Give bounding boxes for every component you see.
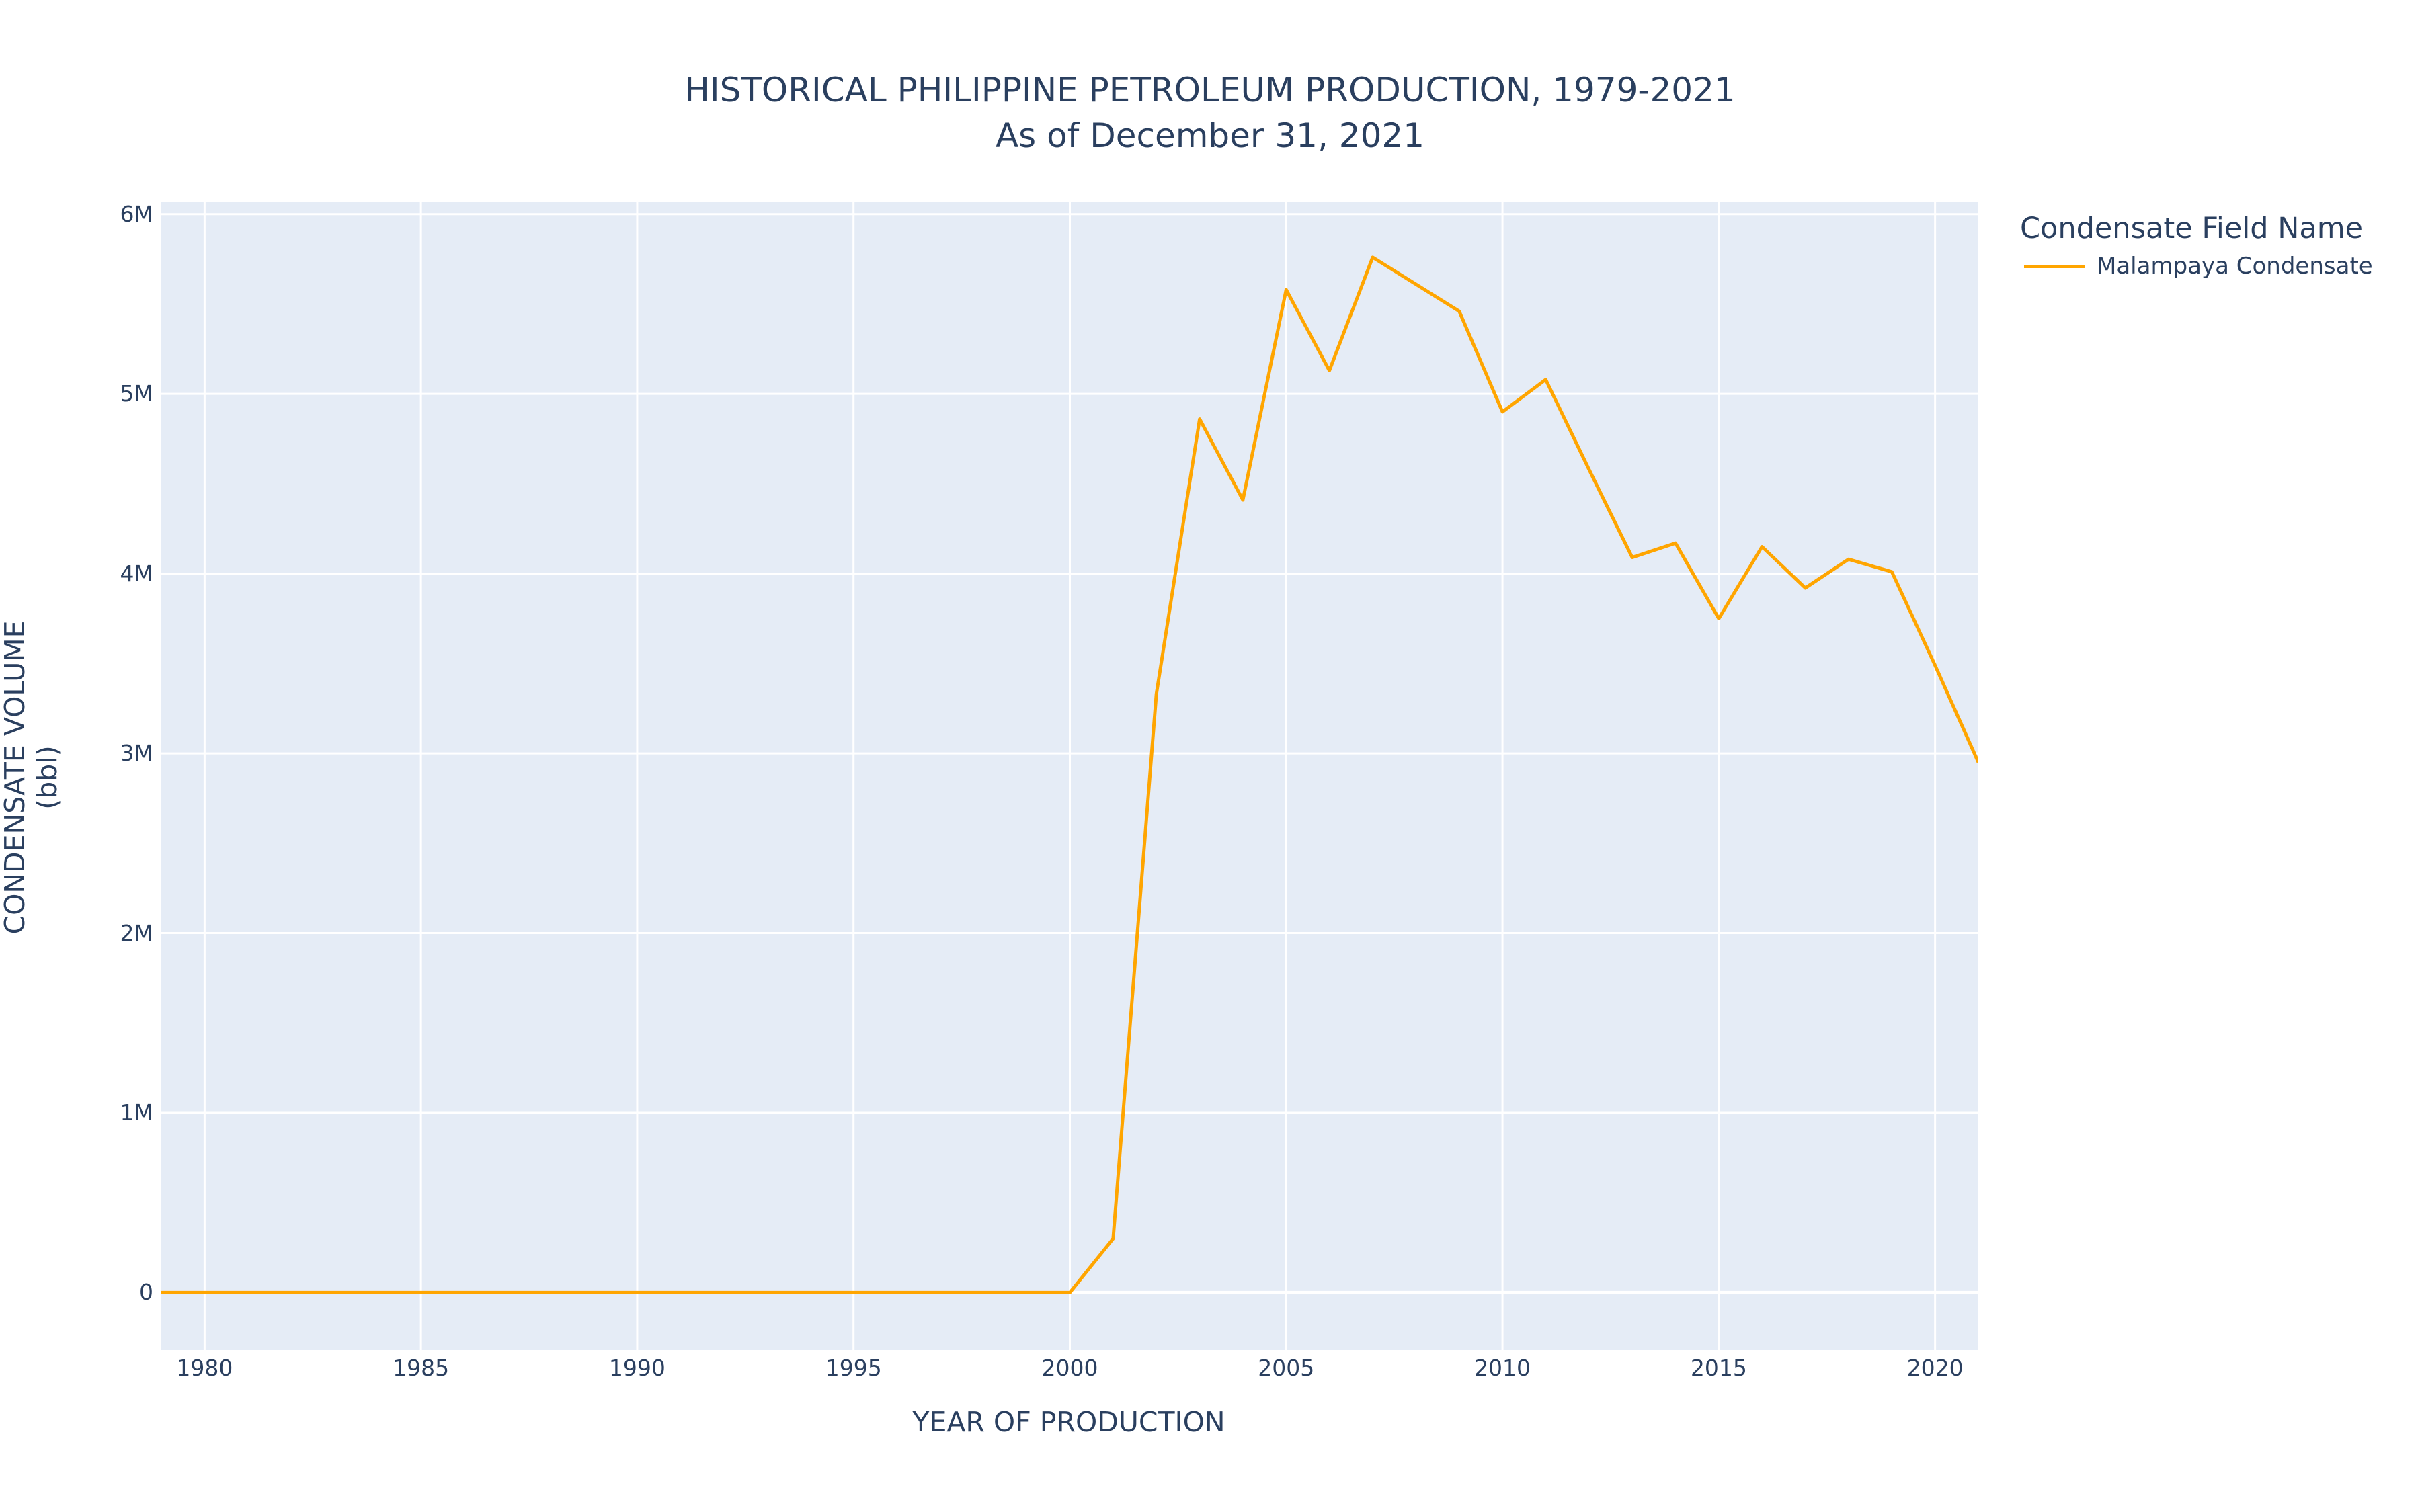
legend-title: Condensate Field Name [2020,212,2364,245]
y-tick-label: 1M [120,1099,153,1126]
x-tick-label: 1980 [176,1355,233,1381]
x-tick-label: 2000 [1041,1355,1098,1381]
x-tick-label: 1985 [393,1355,450,1381]
chart-subtitle: As of December 31, 2021 [995,116,1425,155]
legend-line-icon [2024,264,2085,268]
y-tick-label: 6M [120,200,153,227]
x-tick-label: 2005 [1258,1355,1315,1381]
y-tick-label: 0 [139,1279,153,1306]
y-tick-label: 3M [120,740,153,767]
x-tick-label: 1995 [825,1355,882,1381]
x-tick-label: 2020 [1906,1355,1964,1381]
series-line-malampaya-condensate[interactable] [161,255,1978,1294]
y-axis-title: CONDENSATE VOLUME (bbl) [0,620,63,934]
x-axis-title: YEAR OF PRODUCTION [912,1406,1225,1438]
y-tick-label: 4M [120,560,153,587]
legend-item-label: Malampaya Condensate [2097,253,2373,280]
line-chart [161,202,1978,1350]
y-tick-label: 5M [120,380,153,407]
y-tick-label: 2M [120,919,153,946]
y-axis-title-line1: CONDENSATE VOLUME [0,620,31,935]
chart-title-main: HISTORICAL PHILIPPINE PETROLEUM PRODUCTI… [684,71,1736,110]
legend: Condensate Field Name Malampaya Condensa… [2020,210,2373,282]
plot-area[interactable] [161,202,1978,1350]
x-tick-label: 2015 [1690,1355,1747,1381]
chart-title: HISTORICAL PHILIPPINE PETROLEUM PRODUCTI… [0,67,2420,159]
x-tick-label: 1990 [608,1355,666,1381]
legend-item-malampaya-condensate[interactable]: Malampaya Condensate [2024,250,2373,282]
y-axis-title-line2: (bbl) [31,745,63,810]
x-tick-label: 2010 [1474,1355,1531,1381]
